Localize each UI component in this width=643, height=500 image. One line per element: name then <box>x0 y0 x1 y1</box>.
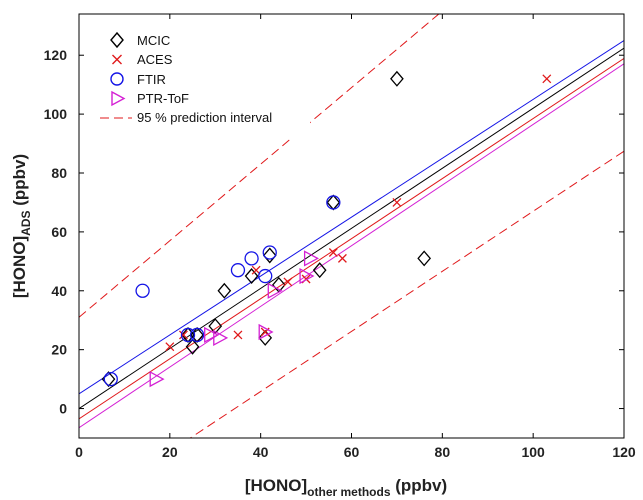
data-point-aces <box>251 265 261 275</box>
legend-box <box>92 26 310 138</box>
y-tick-label: 120 <box>44 47 68 63</box>
data-point-aces <box>233 330 243 340</box>
data-point-ptr-tof <box>149 371 165 388</box>
data-point-ftir <box>230 263 246 278</box>
legend-label-ftir: FTIR <box>137 72 166 87</box>
data-point-ptr-tof <box>303 250 319 267</box>
x-tick-label: 100 <box>521 444 545 460</box>
data-point-mcic <box>185 338 200 355</box>
data-point-aces <box>337 253 347 263</box>
y-tick-label: 100 <box>44 106 68 122</box>
x-axis-title: [HONO]other methods (ppbv) <box>245 476 447 499</box>
y-tick-label: 60 <box>51 224 67 240</box>
x-tick-label: 80 <box>435 444 451 460</box>
data-point-ftir <box>103 371 118 387</box>
y-tick-label: 80 <box>51 165 67 181</box>
data-point-ftir <box>135 283 150 298</box>
circle-marker-icon <box>110 72 124 86</box>
legend-item-aces: ACES <box>112 52 173 67</box>
data-point-mcic <box>217 282 232 299</box>
data-point-ftir <box>180 327 196 343</box>
data-point-aces <box>165 342 175 352</box>
data-point-aces <box>283 277 293 287</box>
x-tick-label: 0 <box>75 444 83 460</box>
x-marker-icon <box>112 54 122 65</box>
data-point-ptr-tof <box>204 326 220 344</box>
prediction-interval-line <box>189 150 624 438</box>
data-point-aces <box>178 330 188 340</box>
legend-label-aces: ACES <box>137 52 173 67</box>
legend-item-prediction-interval: 95 % prediction interval <box>100 110 272 125</box>
data-point-mcic <box>390 70 404 87</box>
legend-label-prediction-interval: 95 % prediction interval <box>137 110 272 125</box>
data-point-ptr-tof <box>213 329 229 346</box>
legend-item-ptr-tof: PTR-ToF <box>111 90 189 107</box>
data-point-ftir <box>258 268 273 284</box>
data-point-ftir <box>244 251 259 266</box>
data-point-ptr-tof <box>258 323 274 341</box>
points-layer <box>101 70 552 388</box>
legend: MCIC ACES FTIR PTR-ToF 95 % prediction i… <box>92 26 310 138</box>
diamond-marker-icon <box>110 31 124 49</box>
data-point-mcic <box>312 262 327 279</box>
y-axis-title: [HONO]ADS (ppbv) <box>10 154 33 298</box>
y-tick-label: 40 <box>51 283 67 299</box>
data-point-ftir <box>262 245 277 260</box>
data-point-mcic <box>244 268 259 285</box>
triangle-marker-icon <box>111 90 126 107</box>
data-point-mcic <box>262 247 277 264</box>
x-axis-ticks: 0 20 40 60 80 100 120 <box>75 14 636 460</box>
x-tick-label: 120 <box>612 444 636 460</box>
regression-fit-line <box>79 63 624 429</box>
lines-layer <box>79 14 624 438</box>
data-point-aces <box>328 248 338 257</box>
y-tick-label: 20 <box>51 342 67 358</box>
data-point-mcic <box>417 250 432 267</box>
data-point-ptr-tof <box>299 267 315 285</box>
y-tick-label: 0 <box>59 401 67 417</box>
data-point-ftir <box>326 195 341 210</box>
prediction-interval-line <box>79 14 440 318</box>
legend-item-mcic: MCIC <box>110 31 170 49</box>
legend-item-ftir: FTIR <box>110 72 166 87</box>
data-point-ftir <box>189 327 205 343</box>
legend-label-mcic: MCIC <box>137 33 170 48</box>
regression-fit-line <box>79 40 624 395</box>
y-axis-ticks: 0 20 40 60 80 100 120 <box>44 47 624 417</box>
x-tick-label: 20 <box>162 444 178 460</box>
legend-label-ptr-tof: PTR-ToF <box>137 91 189 106</box>
data-point-aces <box>542 74 552 84</box>
regression-fit-line <box>79 58 624 420</box>
x-tick-label: 60 <box>344 444 360 460</box>
data-point-aces <box>392 197 402 207</box>
data-point-ptr-tof <box>267 282 283 299</box>
regression-fit-line <box>79 47 624 409</box>
x-tick-label: 40 <box>253 444 269 460</box>
